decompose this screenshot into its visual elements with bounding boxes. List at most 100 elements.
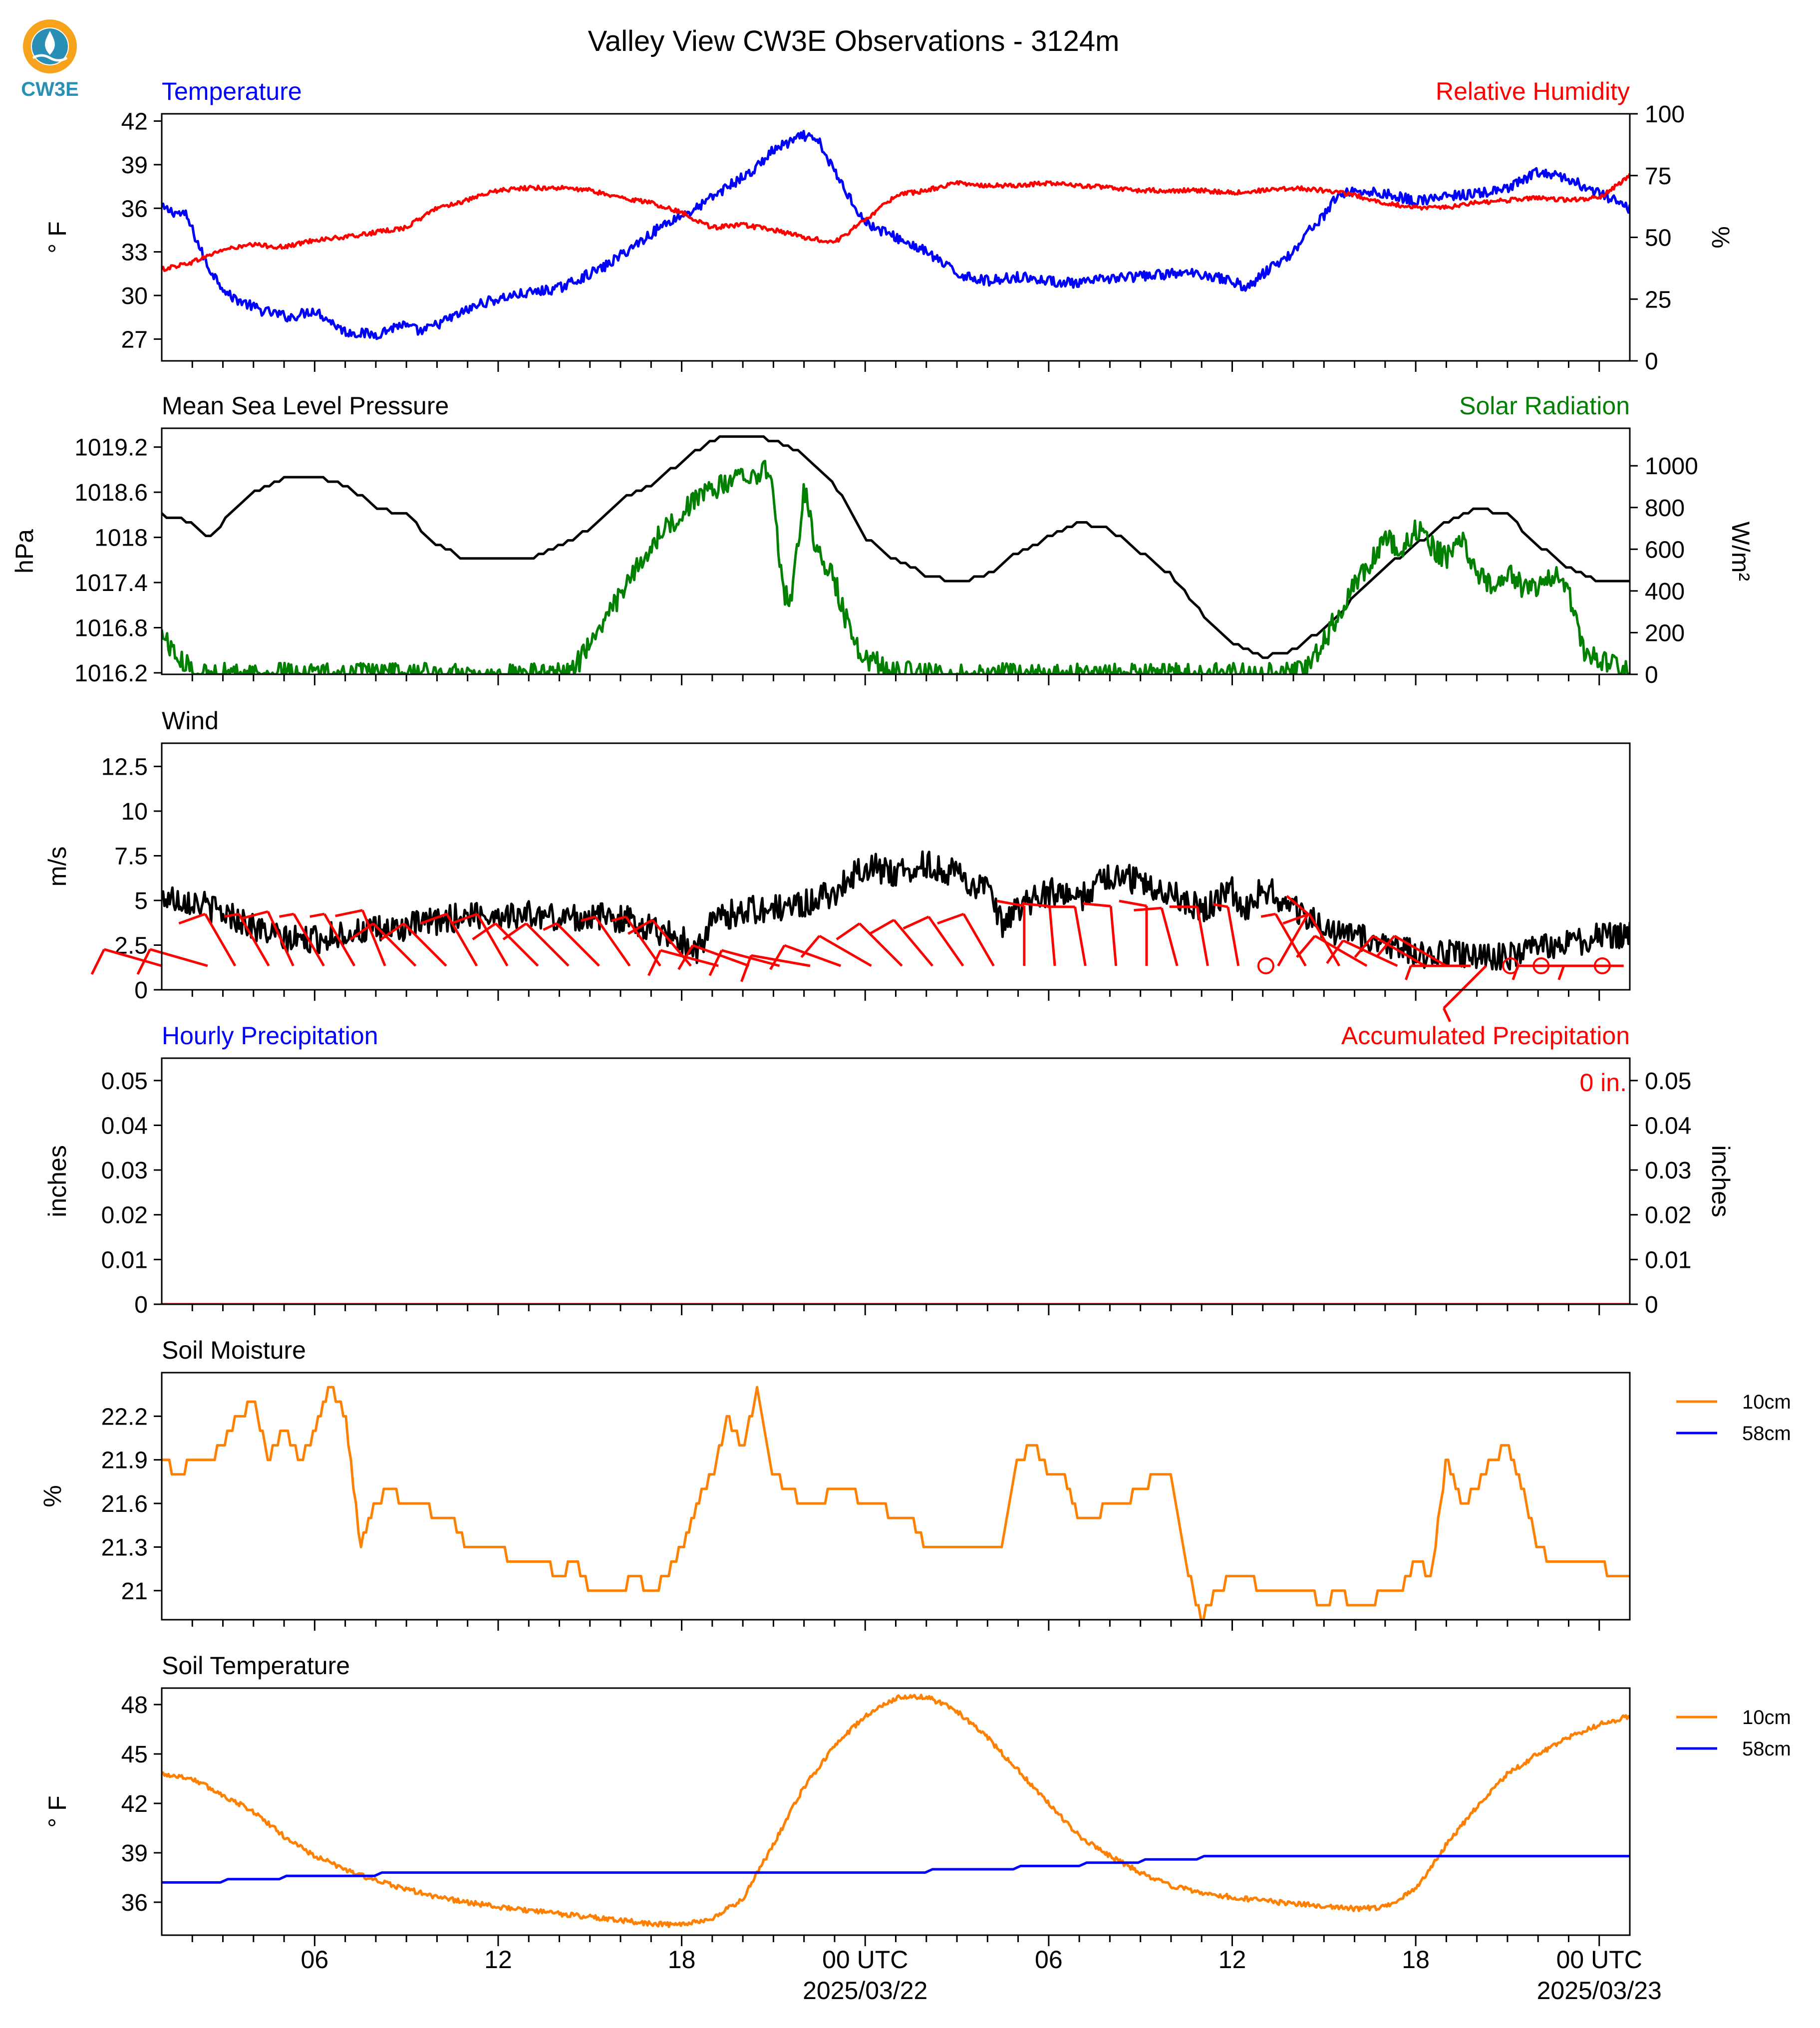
barb-feather — [996, 899, 1025, 907]
y2-tick-label: 0.03 — [1645, 1158, 1691, 1184]
wind-barb — [90, 948, 162, 975]
wind-barb — [1557, 964, 1624, 980]
barb-feather — [1512, 965, 1519, 980]
y-tick-label: 1018.6 — [74, 480, 148, 506]
barb-feather — [677, 944, 694, 970]
y2-tick-label: 0.05 — [1645, 1068, 1691, 1095]
x-tick-label: 18 — [668, 1946, 696, 1974]
barb-feather — [543, 922, 558, 931]
barb-shaft — [204, 913, 237, 967]
wind-barb — [502, 922, 570, 967]
wind-barb — [1354, 934, 1426, 967]
wind-barb — [836, 922, 903, 967]
series-line — [162, 1694, 1630, 1928]
x-tick-label: 18 — [1402, 1946, 1430, 1974]
wind-barb — [450, 912, 509, 967]
barb-shaft — [361, 909, 386, 966]
y-tick-label: 33 — [121, 240, 148, 266]
barb-feather — [178, 912, 206, 925]
wind-barb — [903, 915, 964, 967]
y-tick-label: 42 — [121, 1791, 148, 1817]
y-tick-label: 27 — [121, 326, 148, 353]
barb-shaft — [624, 916, 661, 967]
barb-feather — [836, 922, 861, 941]
barb-feather — [1405, 965, 1412, 980]
wind-barb — [740, 954, 811, 982]
barb-shaft — [962, 913, 995, 967]
y-axis-label: inches — [43, 1145, 71, 1217]
wind-barb — [677, 944, 750, 970]
barb-shaft — [1342, 939, 1398, 967]
series-line — [162, 1855, 1630, 1884]
y2-tick-label: 0 — [1645, 1292, 1658, 1318]
barb-feather — [937, 912, 964, 925]
y2-tick-label: 800 — [1645, 495, 1685, 522]
barb-shaft — [103, 948, 162, 967]
panel-title-right: Accumulated Precipitation — [1341, 1022, 1630, 1050]
barb-shaft — [1372, 934, 1426, 967]
legend-label: 58cm — [1742, 1738, 1791, 1760]
y-tick-label: 5 — [134, 888, 148, 914]
y-tick-label: 7.5 — [114, 844, 148, 870]
y-tick-label: 0.01 — [101, 1247, 148, 1273]
panels: Temperature Relative Humidity 27 30 33 36 39 42… — [10, 77, 1791, 2005]
wind-barb — [800, 934, 872, 967]
barb-shaft — [1048, 906, 1056, 966]
panel-5: Soil Moisture 21 21.3 21.6 21.9 22.2% 10cm 58cm — [38, 1336, 1791, 1631]
barb-shaft — [403, 922, 447, 967]
barb-feather — [1375, 935, 1396, 958]
barb-feather — [90, 948, 105, 975]
panel-4: Hourly Precipitation Accumulated Precipit… — [43, 1022, 1735, 1318]
panel-6: Soil Temperature 36 39 42 45 48 ° F 10cm 58cm — [43, 1652, 1791, 1946]
wind-barb — [1119, 899, 1148, 966]
legend-label: 10cm — [1742, 1391, 1791, 1413]
y-tick-label: 0.02 — [101, 1202, 148, 1229]
barb-feather — [1021, 902, 1050, 907]
x-tick-label: 00 UTC — [1556, 1946, 1642, 1974]
wind-barb — [1326, 939, 1398, 967]
figure-title: Valley View CW3E Observations - 3124m — [588, 25, 1120, 57]
panel-title-left: Mean Sea Level Pressure — [162, 392, 449, 420]
barb-feather — [241, 910, 269, 920]
barb-feather — [1557, 965, 1565, 980]
wind-barb — [178, 912, 237, 967]
barb-shaft — [1226, 906, 1240, 966]
wind-barb — [1442, 965, 1487, 1022]
barb-feather — [136, 948, 151, 975]
wind-barb — [769, 944, 842, 970]
barb-shaft — [149, 948, 208, 967]
barb-feather — [1286, 895, 1309, 915]
wind-barb — [1375, 934, 1447, 967]
barb-feather — [1296, 935, 1316, 958]
legend-label: 10cm — [1742, 1707, 1791, 1729]
wind-barb — [543, 922, 600, 967]
barb-shaft — [556, 922, 600, 967]
y-axis-label: hPa — [10, 529, 38, 574]
y2-axis-label: inches — [1707, 1145, 1735, 1217]
y-tick-label: 39 — [121, 1840, 148, 1867]
y-tick-label: 36 — [121, 196, 148, 222]
y2-tick-label: 600 — [1645, 537, 1685, 563]
wind-barb — [1169, 905, 1209, 966]
barb-shaft — [594, 916, 631, 967]
y-tick-label: 1018 — [94, 525, 148, 552]
wind-barb — [1021, 902, 1056, 966]
series-line — [162, 173, 1630, 272]
wind-barb — [1277, 895, 1309, 967]
water-drop-icon — [45, 31, 55, 55]
y-tick-label: 48 — [121, 1692, 148, 1719]
barb-feather — [740, 955, 753, 982]
barb-feather — [1260, 912, 1276, 918]
barb-shaft — [1394, 934, 1447, 967]
y-tick-label: 30 — [121, 283, 148, 309]
y-axis-label: % — [38, 1485, 66, 1507]
barb-feather — [1282, 912, 1310, 925]
barb-shaft — [1196, 906, 1209, 966]
y-axis-label: m/s — [43, 847, 71, 887]
x-date-label: 2025/03/22 — [803, 1977, 927, 2005]
y2-tick-label: 200 — [1645, 620, 1685, 646]
barb-feather — [903, 915, 929, 930]
wind-barb — [241, 910, 295, 967]
y2-axis-label: W/m² — [1727, 522, 1755, 581]
barb-feather — [309, 912, 325, 918]
